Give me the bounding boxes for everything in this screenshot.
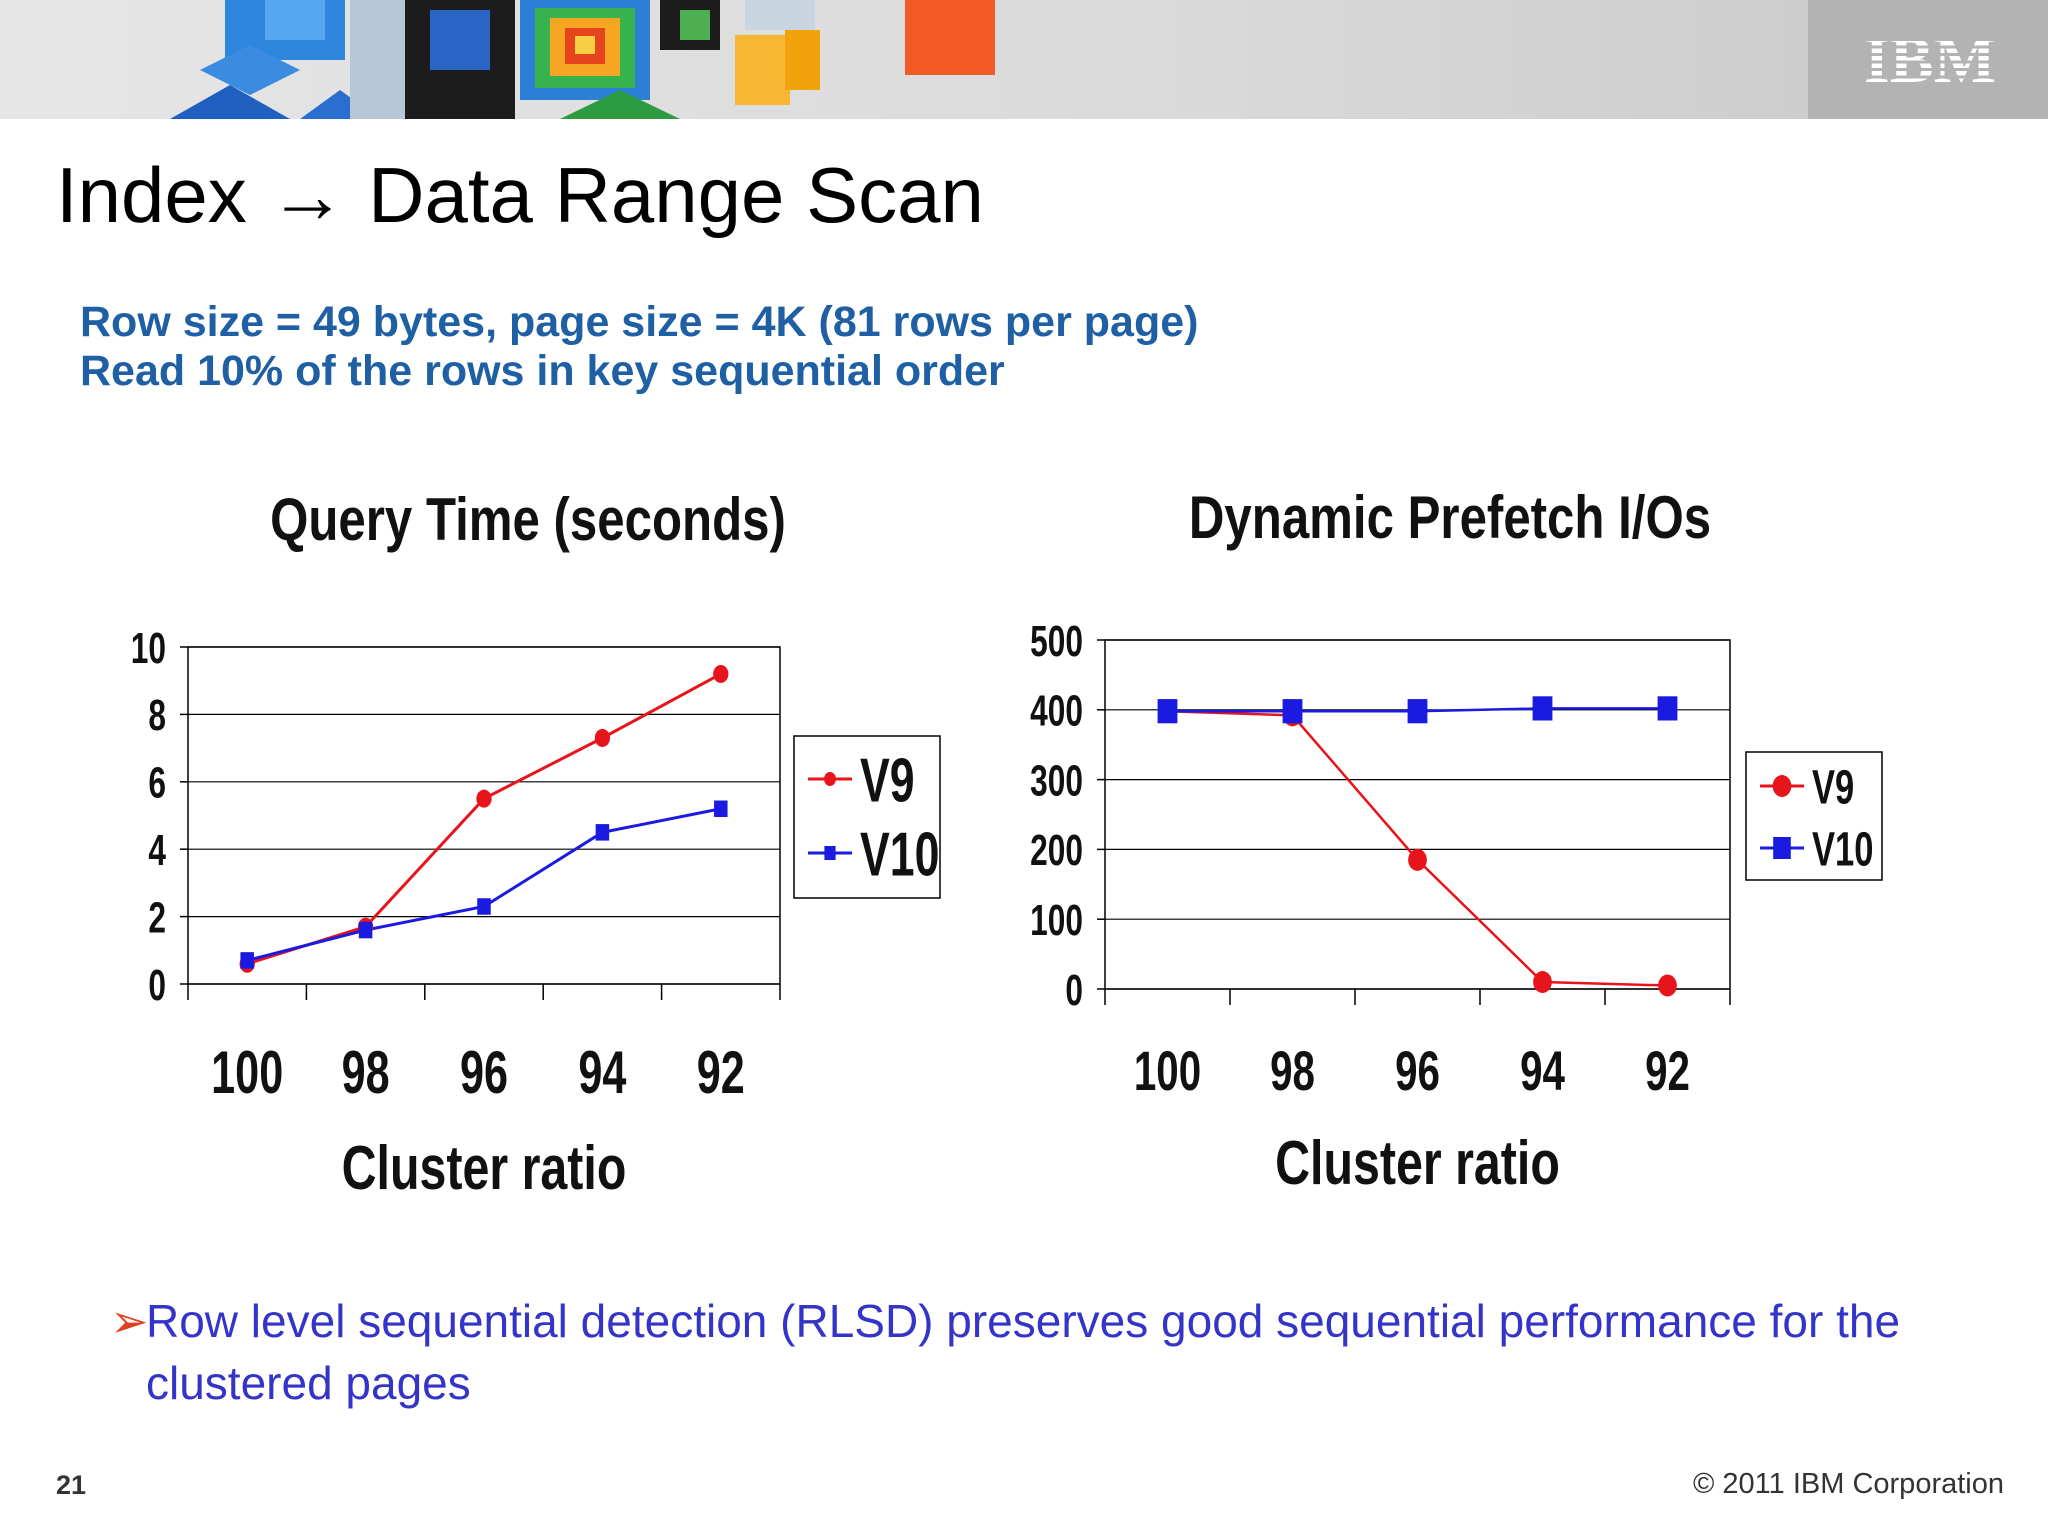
y-tick-label: 0 [148,961,166,1010]
point-v10 [477,898,491,915]
y-tick-label: 8 [148,691,166,740]
point-v10 [595,824,610,841]
x-tick-label: 92 [697,1040,745,1107]
legend-label-v10: V10 [1812,822,1873,876]
point-v10 [240,952,254,969]
point-v10 [1657,696,1678,721]
y-tick-label: 300 [1030,756,1083,805]
point-v10 [1532,696,1553,721]
isometric-cubes-art [170,0,820,119]
point-v9 [713,664,729,683]
y-tick-label: 10 [131,624,166,673]
query-time-chart: Query Time (seconds) 0 2 4 6 8 10 100 98 96 94 92 Cl… [131,485,941,1202]
chart-title: Query Time (seconds) [270,485,786,553]
y-tick-label: 100 [1030,896,1083,945]
point-v9 [1408,848,1427,871]
legend-marker-v9 [824,772,836,786]
x-tick-label: 96 [1395,1041,1440,1103]
legend-label-v9: V9 [1812,760,1854,814]
legend-box [1745,751,1883,881]
x-axis-label: Cluster ratio [342,1133,627,1202]
orange-cube-art [905,0,995,75]
legend-marker-v10 [1773,837,1791,859]
plot-area [1104,639,1731,990]
legend-marker-v9 [1772,775,1792,797]
y-tick-label: 6 [148,759,166,808]
subtitle-line-2: Read 10% of the rows in key sequential o… [80,347,1005,395]
ibm-logo: IBM [1864,26,1996,86]
legend-label-v10: V10 [860,820,939,889]
point-v10 [714,800,728,818]
x-tick-label: 98 [342,1040,390,1107]
arrow-bullet-icon: ➢ [110,1295,149,1347]
x-tick-label: 94 [1520,1041,1565,1103]
y-tick-label: 2 [148,893,166,942]
legend-box [793,735,941,899]
slide-title: Index → Data Range Scan [56,151,984,239]
x-axis-label: Cluster ratio [1275,1128,1560,1197]
point-v10 [358,921,373,939]
x-tick-label: 100 [1134,1041,1201,1103]
chart-title: Dynamic Prefetch I/Os [1189,483,1711,551]
ibm-logo-block: IBM [1808,0,2048,119]
x-tick-label: 98 [1270,1041,1315,1103]
point-v9 [594,728,611,747]
bullet-text: Row level sequential detection (RLSD) pr… [146,1295,1901,1409]
subtitle-line-1: Row size = 49 bytes, page size = 4K (81 … [80,298,1199,346]
point-v9 [1533,971,1552,994]
point-v9 [476,789,492,808]
header-banner: IBM [0,0,2048,119]
svg-text:IBM: IBM [1864,26,1996,86]
y-tick-label: 0 [1065,966,1083,1015]
x-tick-label: 92 [1645,1041,1690,1103]
point-v10 [1407,699,1428,724]
point-v10 [1282,699,1303,724]
x-tick-label: 100 [211,1040,283,1107]
x-tick-label: 94 [578,1040,626,1107]
y-tick-label: 200 [1030,826,1083,875]
point-v9 [1658,974,1677,997]
copyright-notice: © 2011 IBM Corporation [1693,1468,2004,1500]
y-tick-label: 500 [1030,617,1083,666]
y-tick-label: 4 [148,826,166,875]
bullet-point: ➢ Row level sequential detection (RLSD) … [110,1290,1990,1414]
point-v10 [1157,699,1178,724]
legend-marker-v10 [824,846,836,860]
y-tick-label: 400 [1030,687,1083,736]
page-number: 21 [56,1470,87,1500]
x-tick-label: 96 [460,1040,508,1107]
prefetch-io-chart: Dynamic Prefetch I/Os 0 100 200 300 400 500 100… [1030,483,1883,1197]
legend-label-v9: V9 [860,746,915,815]
